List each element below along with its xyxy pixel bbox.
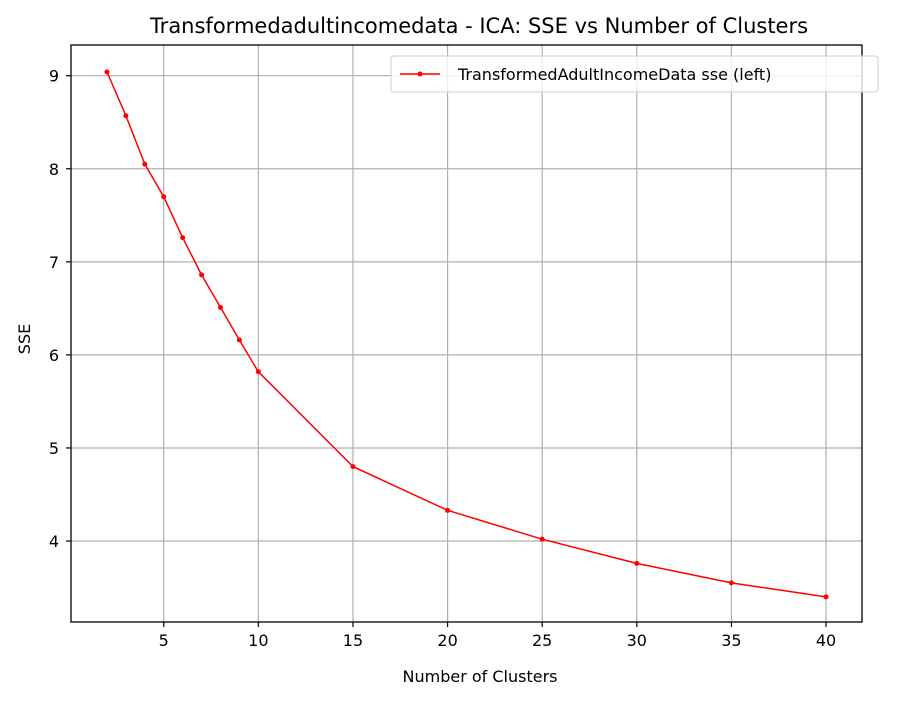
data-point xyxy=(634,560,640,566)
y-tick-label: 7 xyxy=(49,253,59,272)
data-point xyxy=(823,594,829,600)
x-tick-label: 25 xyxy=(532,631,552,650)
data-point xyxy=(539,536,545,542)
x-tick-label: 20 xyxy=(437,631,457,650)
y-axis-label: SSE xyxy=(15,324,34,354)
data-point xyxy=(728,580,734,586)
legend-label: TransformedAdultIncomeData sse (left) xyxy=(457,65,771,84)
chart-title: Transformedadultincomedata - ICA: SSE vs… xyxy=(149,14,808,38)
data-point xyxy=(236,337,242,343)
data-point xyxy=(180,235,186,241)
legend-box xyxy=(390,55,879,93)
data-point xyxy=(217,304,223,310)
data-point xyxy=(350,464,356,470)
data-point xyxy=(445,507,451,513)
data-point xyxy=(142,161,148,167)
y-tick-label: 6 xyxy=(49,346,59,365)
y-tick-label: 9 xyxy=(49,67,59,86)
series-layer xyxy=(104,69,829,600)
data-point xyxy=(255,369,261,375)
data-point xyxy=(104,69,110,75)
grid-layer xyxy=(71,45,862,622)
data-point xyxy=(123,113,129,119)
legend-marker xyxy=(417,71,423,77)
x-tick-label: 40 xyxy=(816,631,836,650)
series-line xyxy=(106,71,827,598)
data-point xyxy=(161,194,167,200)
x-tick-label: 5 xyxy=(159,631,169,650)
x-tick-label: 10 xyxy=(248,631,268,650)
legend: TransformedAdultIncomeData sse (left) xyxy=(390,55,879,93)
y-tick-label: 5 xyxy=(49,439,59,458)
x-axis-label: Number of Clusters xyxy=(403,667,558,686)
plot-frame xyxy=(70,44,863,623)
y-tick-label: 4 xyxy=(49,532,59,551)
data-point xyxy=(199,272,205,278)
x-tick-label: 35 xyxy=(721,631,741,650)
x-tick-label: 15 xyxy=(343,631,363,650)
x-tick-label: 30 xyxy=(627,631,647,650)
y-tick-label: 8 xyxy=(49,160,59,179)
